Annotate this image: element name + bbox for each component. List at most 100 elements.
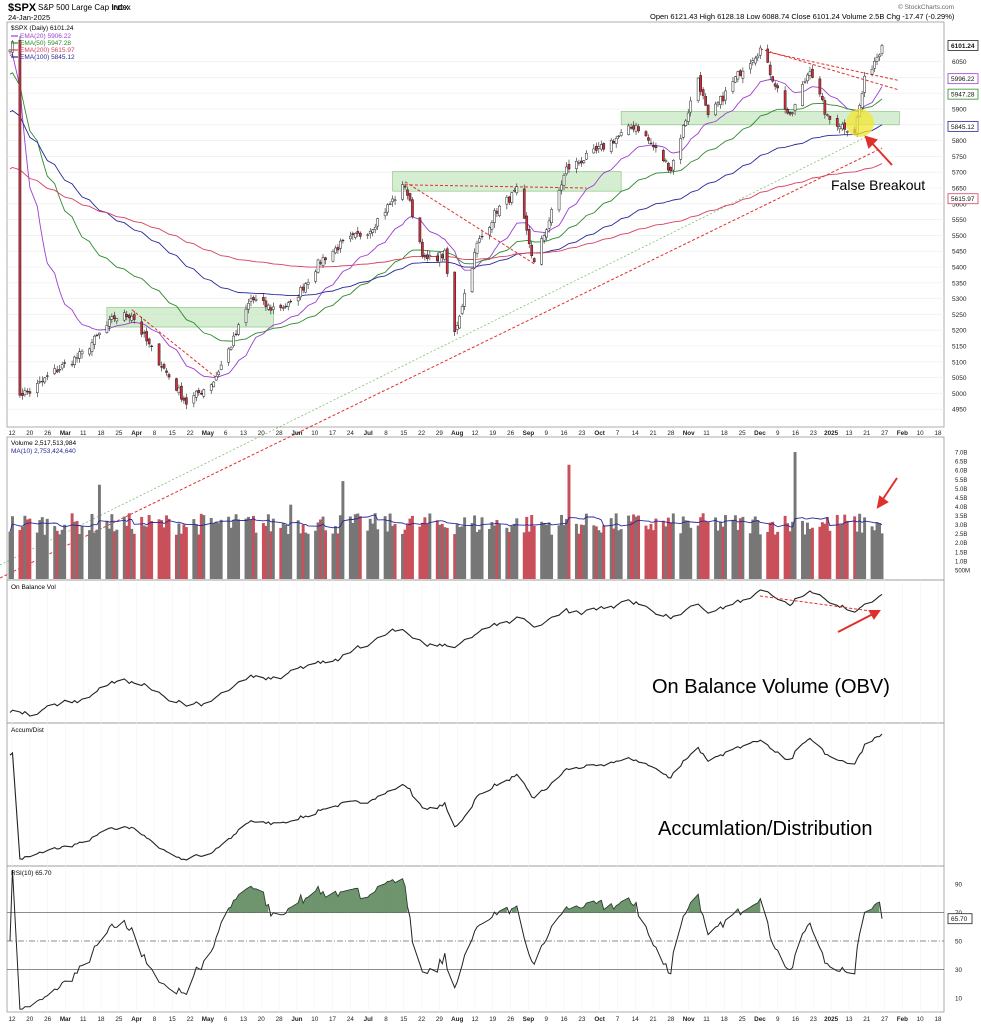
candle-body (349, 235, 352, 240)
volume-bar (353, 514, 357, 579)
candle-body (185, 397, 188, 405)
trendline (404, 181, 535, 265)
obv-panel (6, 579, 945, 724)
volume-bar (165, 515, 168, 579)
candle-body (791, 112, 794, 114)
candle-body (793, 104, 797, 111)
volume-bar (420, 522, 424, 579)
volume-bar (386, 531, 390, 579)
date-tick-label: 20 (26, 430, 34, 437)
candle-body (18, 39, 22, 396)
candle-body (356, 231, 360, 234)
volume-bar (440, 523, 444, 579)
date-tick-label: 29 (436, 430, 444, 437)
volume-bar (497, 523, 501, 579)
legend-rsi: RSI(10) 65.70 (11, 870, 52, 877)
price-tick-label: 5800 (952, 138, 967, 145)
volume-bar (249, 519, 253, 579)
candle-body (234, 333, 238, 336)
date-tick-label: 12 (471, 430, 479, 437)
date-tick-label: 15 (400, 430, 408, 437)
price-badge-label: 5947.28 (951, 92, 975, 99)
volume-bar (383, 516, 387, 579)
volume-bar (445, 527, 449, 579)
candle-body (681, 125, 685, 138)
date-tick-label: 18 (721, 430, 729, 437)
candle-body (654, 145, 658, 149)
volume-bar (366, 530, 370, 579)
volume-bar (418, 526, 422, 579)
price-tick-label: 5450 (952, 249, 967, 256)
candle-body (75, 357, 79, 359)
volume-bar (808, 528, 812, 579)
rsi-badge (947, 913, 973, 925)
candle-body (686, 112, 690, 122)
volume-bar (771, 521, 775, 579)
candle-body (505, 196, 509, 205)
volume-bar (438, 524, 442, 579)
candle-body (197, 389, 201, 393)
volume-bar (666, 517, 670, 579)
candle-body (758, 47, 762, 56)
date-tick-label: 21 (863, 1016, 871, 1023)
volume-bar (594, 526, 598, 579)
candle-body (157, 343, 161, 366)
volume-bar (855, 531, 859, 579)
date-tick-label: 9 (776, 1016, 780, 1023)
candle-body (671, 160, 675, 171)
volume-bar (671, 513, 675, 579)
date-tick-label: Mar (60, 1016, 72, 1023)
candle-body (734, 76, 737, 83)
volume-bar (92, 532, 96, 579)
candle-body (202, 389, 206, 397)
date-tick-label: Jun (291, 1016, 302, 1023)
obv-path (9, 589, 883, 717)
candle-body (391, 198, 394, 203)
volume-bar (627, 515, 631, 579)
date-tick-label: 27 (881, 430, 889, 437)
date-tick-label: 26 (44, 1016, 52, 1023)
volume-bar (167, 518, 171, 579)
candle-body (286, 302, 290, 307)
trendline (767, 51, 900, 82)
candle-body (304, 283, 307, 293)
candle-body (835, 117, 839, 127)
volume-bar (140, 516, 144, 579)
volume-bar (296, 520, 300, 579)
volume-bar (542, 523, 546, 579)
candle-body (336, 247, 340, 251)
volume-bar (602, 525, 606, 579)
volume-bar (599, 532, 603, 579)
volume-bar (70, 513, 74, 579)
volume-tick-label: 3.5B (955, 514, 967, 520)
candle-body (585, 153, 588, 160)
volume-bar (286, 534, 290, 579)
volume-bar (110, 514, 114, 579)
price-badge-label: 5845.12 (951, 124, 975, 131)
candle-body (751, 60, 755, 63)
volume-bar (162, 527, 166, 579)
date-tick-label: 12 (8, 1016, 16, 1023)
candle-body (749, 63, 752, 70)
exchange: INDX (112, 5, 129, 12)
volume-bar (776, 531, 780, 579)
volume-bar (793, 452, 797, 579)
watermark: © StockCharts.com (898, 3, 954, 11)
rsi-overbought-fill (864, 902, 880, 913)
date-tick-label: 20 (26, 1016, 34, 1023)
candle-body (577, 162, 581, 164)
rsi-tick-label: 30 (955, 967, 963, 974)
date-tick-label: 6 (224, 1016, 228, 1023)
candle-body (696, 77, 700, 102)
volume-bar (316, 522, 320, 579)
candle-body (321, 257, 325, 266)
price-gridlines (7, 61, 944, 410)
date-axis: 12 12 20 20 26 26 Mar Mar 11 11 18 18 25 25 Apr Apr 8 8 15… (8, 430, 942, 1023)
candle-body (612, 141, 616, 144)
date-tick-label: Oct (594, 430, 605, 437)
rsi-overbought-fill (511, 906, 517, 913)
rsi-tick-label: 50 (955, 939, 963, 946)
candlesticks (8, 36, 884, 410)
volume-bar (860, 532, 864, 579)
volume-bar (229, 527, 233, 579)
